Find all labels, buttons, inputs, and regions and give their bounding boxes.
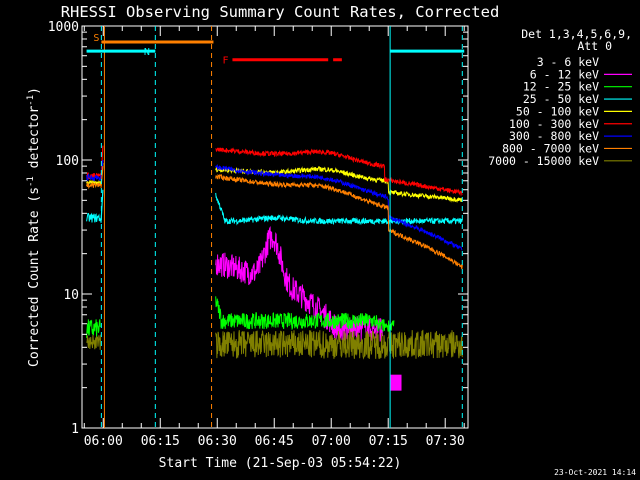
series-trace <box>215 329 463 360</box>
series-pre-trace <box>86 212 102 223</box>
x-tick-label: 06:30 <box>198 434 237 449</box>
series-trace <box>215 147 463 197</box>
series-pre-trace <box>86 319 102 339</box>
magenta-tail-block <box>390 374 402 391</box>
y-axis-label-sup2: -1 <box>26 95 36 106</box>
flag-layer: S N F <box>86 26 465 428</box>
x-tick-label: 06:00 <box>84 434 123 449</box>
y-axis-label: Corrected Count Rate (s-1 detector-1) <box>26 87 42 367</box>
x-tick-label: 07:30 <box>426 434 465 449</box>
series-trace <box>215 296 395 334</box>
x-axis-label: Start Time (21-Sep-03 05:54:22) <box>159 456 402 471</box>
legend-label: 50 - 100 keV <box>516 104 599 118</box>
footer-timestamp: 23-Oct-2021 14:14 <box>554 468 636 477</box>
axis-layer: 1 10 100 1000 06:00 06:15 06:30 06:45 07:00 07:15… <box>48 20 468 449</box>
y-tick-label: 1000 <box>48 20 79 35</box>
legend-label: 300 - 800 keV <box>509 129 599 143</box>
legend-label: 7000 - 15000 keV <box>488 154 599 168</box>
plot-frame <box>81 25 469 429</box>
y-axis-label-mid: detector <box>27 106 42 177</box>
series-spike <box>100 166 104 188</box>
x-tick-label: 07:15 <box>369 434 408 449</box>
y-tick-label: 100 <box>56 154 79 169</box>
series-pre-trace <box>86 334 102 350</box>
series-pre-trace <box>86 173 102 182</box>
flag-label: F <box>222 56 228 67</box>
series-trace <box>215 225 383 342</box>
series-pre-trace <box>86 181 102 190</box>
x-tick-label: 06:15 <box>141 434 180 449</box>
y-axis-label-start: Corrected Count Rate (s <box>27 187 42 367</box>
series-trace <box>215 206 391 323</box>
series-line-group <box>86 296 395 339</box>
legend-label: 800 - 7000 keV <box>502 141 599 155</box>
series-line-group <box>86 192 463 226</box>
y-tick-label: 1 <box>71 422 79 437</box>
flag-label: S <box>93 33 99 44</box>
y-tick-label: 10 <box>63 288 79 303</box>
chart-title: RHESSI Observing Summary Count Rates, Co… <box>61 3 500 21</box>
flag-label: N <box>144 47 150 58</box>
legend-label: 12 - 25 keV <box>523 80 599 94</box>
y-axis-label-end: ) <box>27 87 42 95</box>
legend-header-line1: Det 1,3,4,5,6,9, <box>521 27 632 41</box>
series-line-group <box>86 173 463 270</box>
legend-label: 6 - 12 keV <box>530 67 599 81</box>
series-line-group <box>86 147 463 197</box>
series-pre-trace <box>86 171 102 180</box>
x-tick-label: 07:00 <box>312 434 351 449</box>
series-layer <box>86 145 463 391</box>
series-trace <box>215 192 463 226</box>
series-line-group <box>86 164 463 251</box>
legend-label: 25 - 50 keV <box>523 92 599 106</box>
legend-label: 3 - 6 keV <box>537 55 599 69</box>
series-trace <box>215 164 463 251</box>
series-line-group <box>86 329 463 360</box>
series-line-group <box>215 206 391 323</box>
x-tick-label: 06:45 <box>255 434 294 449</box>
series-trace <box>215 173 463 270</box>
legend-header-line2: Att 0 <box>577 39 612 53</box>
series-line-group <box>215 225 383 342</box>
y-axis-label-sup1: -1 <box>26 176 36 187</box>
legend-label: 100 - 300 keV <box>509 117 599 131</box>
